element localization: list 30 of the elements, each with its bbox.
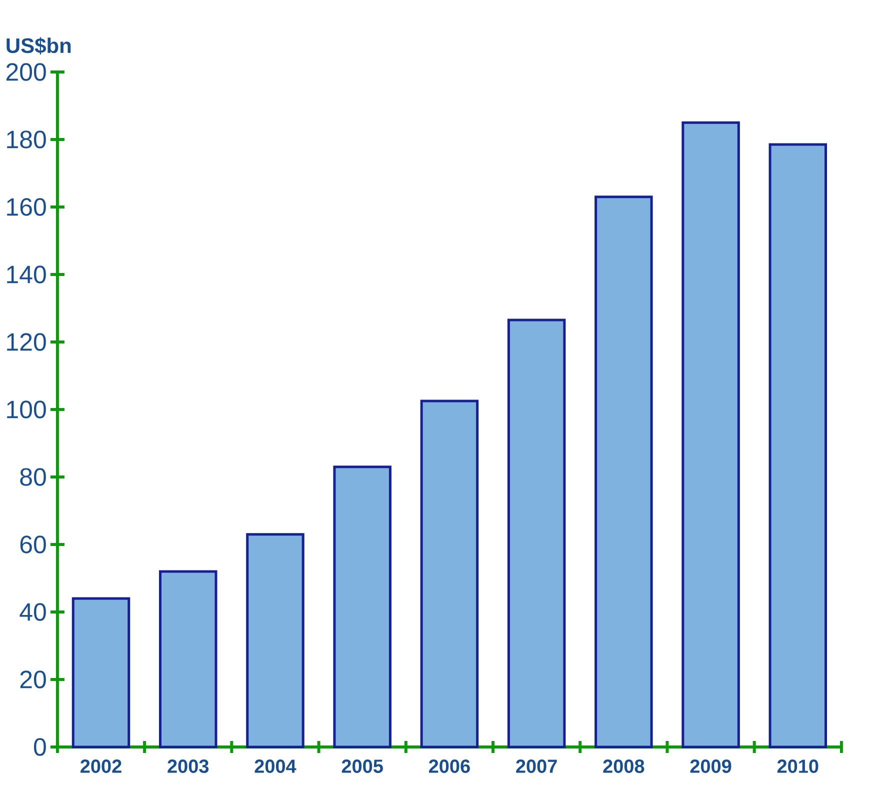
bar	[333, 466, 392, 748]
y-tick-label: 0	[34, 738, 46, 756]
x-tick-label: 2009	[690, 760, 732, 773]
bar	[594, 196, 653, 748]
y-tick-label: 140	[7, 266, 46, 284]
bar	[420, 400, 479, 748]
x-tick-label: 2008	[603, 760, 644, 773]
bar	[72, 597, 130, 748]
y-tick-label: 200	[6, 63, 46, 81]
y-axis-title: US$bn	[6, 37, 71, 54]
bar	[507, 318, 566, 748]
x-tick-label: 2006	[428, 760, 470, 773]
y-tick-label: 60	[20, 536, 46, 554]
bar	[246, 533, 304, 748]
y-tick-label: 100	[7, 400, 46, 418]
y-tick-label: 160	[7, 198, 46, 216]
x-tick-label: 2010	[777, 760, 818, 773]
y-tick-label: 180	[7, 130, 46, 148]
bar	[768, 143, 828, 748]
x-tick-label: 2004	[254, 760, 296, 773]
x-tick-label: 2005	[342, 760, 383, 773]
y-tick-label: 40	[20, 603, 46, 621]
bar	[158, 570, 218, 748]
y-tick-label: 80	[20, 468, 46, 486]
y-tick-label: 20	[20, 670, 46, 688]
y-tick-label: 120	[7, 333, 46, 351]
x-tick-label: 2002	[80, 760, 122, 773]
x-tick-label: 2003	[168, 760, 209, 774]
bar	[682, 121, 740, 748]
x-tick-label: 2007	[516, 760, 557, 773]
